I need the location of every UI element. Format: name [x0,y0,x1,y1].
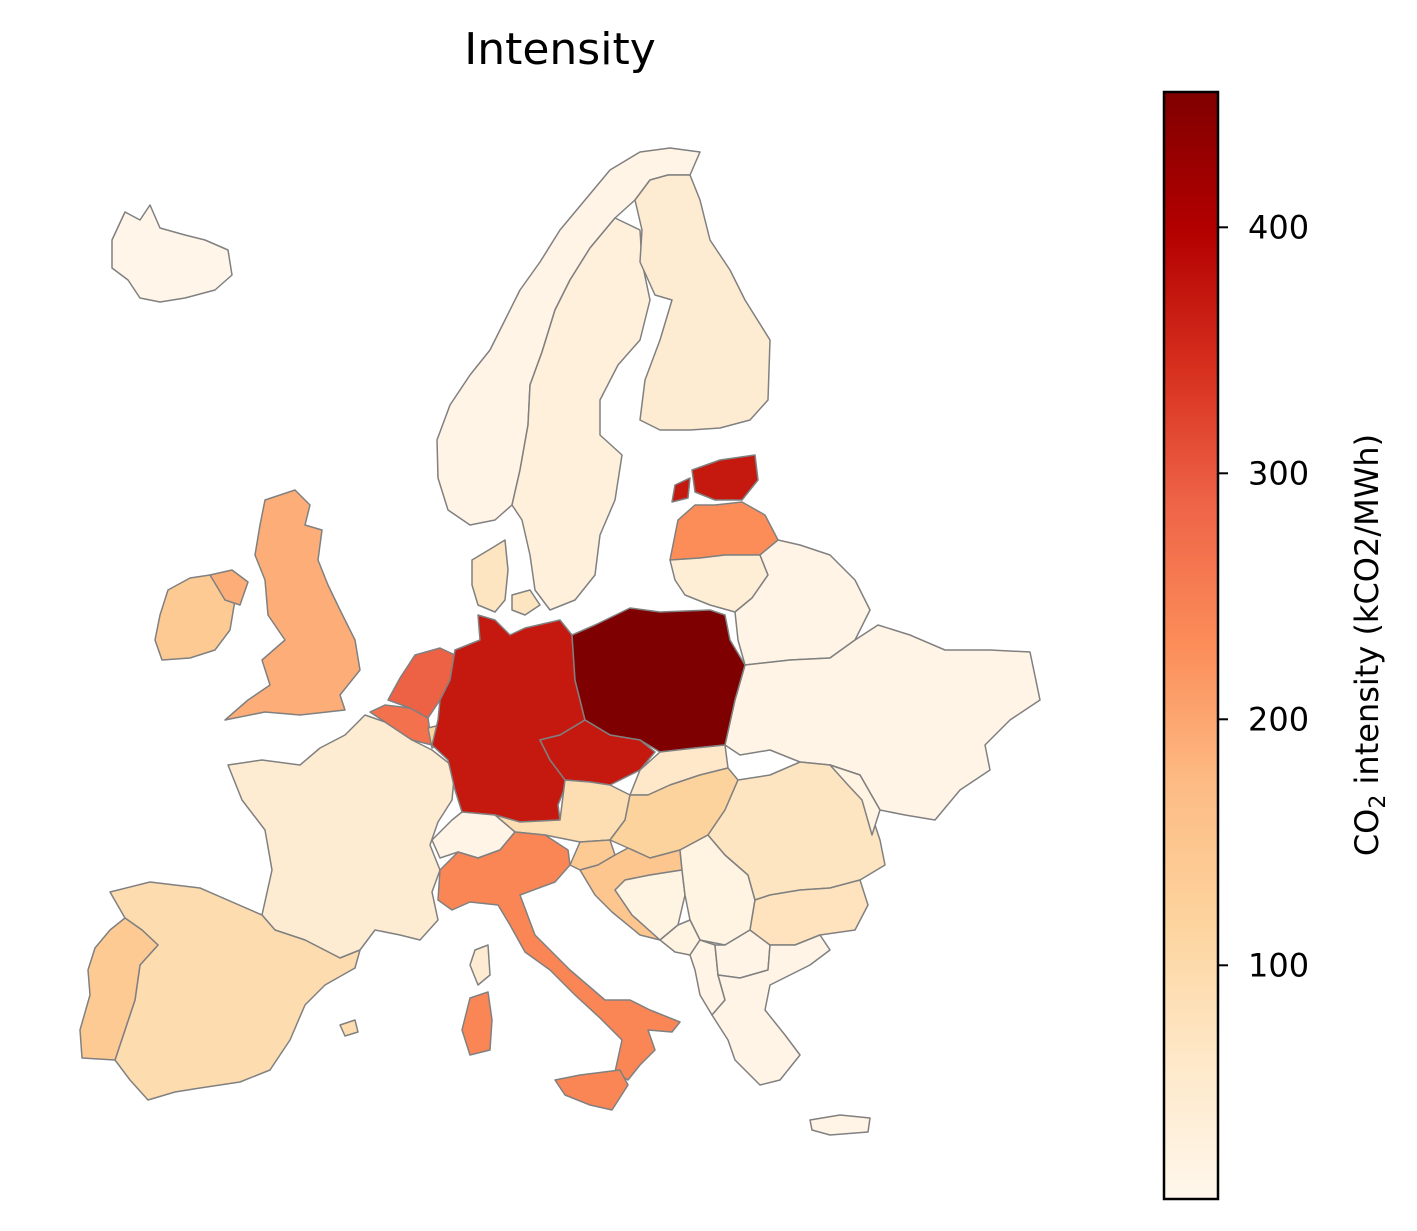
region-balearic-islands[interactable] [339,1019,359,1037]
colorbar-tick-label: 400 [1248,208,1309,246]
colorbar-label: CO2 intensity (kCO2/MWh) [1348,434,1391,856]
region-ukraine[interactable] [724,624,1041,821]
region-sweden[interactable] [511,217,651,611]
colorbar-label-subscript: 2 [1366,795,1391,809]
region-romania[interactable] [707,761,886,901]
colorbar-tick-label: 100 [1248,946,1309,984]
region-corsica[interactable] [469,944,491,986]
colorbar-gradient [1162,90,1220,1201]
region-crete[interactable] [809,1114,871,1136]
colorbar-tick-label: 300 [1248,454,1309,492]
region-finland[interactable] [634,174,771,431]
region-northern-ireland[interactable] [209,569,249,606]
region-greece[interactable] [711,934,831,1086]
region-sicily[interactable] [554,1069,629,1111]
region-sardinia[interactable] [461,991,493,1056]
region-iceland[interactable] [111,204,233,303]
region-bulgaria[interactable] [749,879,869,946]
region-germany[interactable] [431,614,586,823]
region-belarus[interactable] [734,539,871,666]
region-latvia[interactable] [669,501,779,561]
country-layer [79,147,1041,1136]
colorbar-label-suffix: intensity (kCO2/MWh) [1348,434,1386,795]
region-italy[interactable] [437,831,681,1081]
region-estonia[interactable] [691,454,759,501]
region-ireland[interactable] [154,574,236,661]
colorbar: 100 200 300 400 CO2 intensity (kCO2/MWh) [1162,90,1391,1201]
colorbar-label-prefix: CO [1348,809,1386,857]
region-denmark-islands[interactable] [511,589,541,616]
region-portugal[interactable] [79,917,159,1061]
region-estonia-islands[interactable] [671,477,691,503]
region-czech-republic[interactable] [539,719,656,786]
region-united-kingdom[interactable] [224,489,361,721]
region-denmark[interactable] [471,539,509,613]
map-title: Intensity [464,24,656,75]
colorbar-tick-label: 200 [1248,700,1309,738]
colorbar-ticks: 100 200 300 400 [1218,208,1309,984]
region-moldova[interactable] [829,764,881,836]
